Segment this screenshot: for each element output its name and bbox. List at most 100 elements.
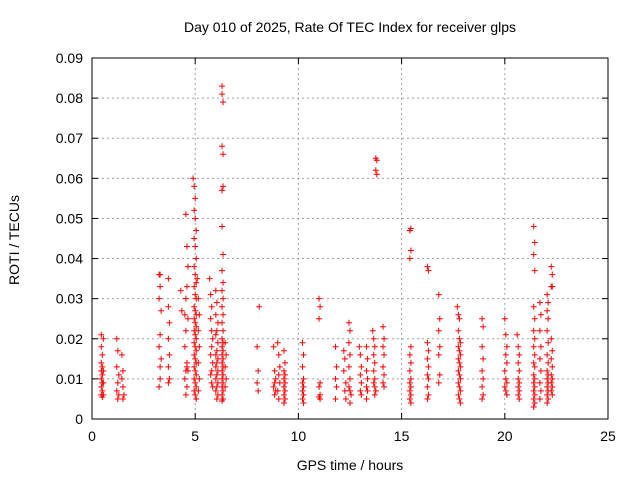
data-point xyxy=(220,151,227,158)
data-point xyxy=(100,335,107,342)
data-point xyxy=(192,307,199,314)
data-point xyxy=(118,375,125,382)
data-point xyxy=(99,387,106,394)
data-point xyxy=(300,375,307,382)
data-point xyxy=(424,355,431,362)
data-point xyxy=(220,295,227,302)
data-point xyxy=(181,375,188,382)
data-point xyxy=(380,343,387,350)
data-point xyxy=(254,343,261,350)
y-tick-label: 0.09 xyxy=(56,50,83,66)
data-point xyxy=(219,319,226,326)
data-point xyxy=(530,343,537,350)
data-point xyxy=(119,367,126,374)
data-point xyxy=(275,371,282,378)
data-point xyxy=(255,387,262,394)
data-point xyxy=(371,359,378,366)
data-point xyxy=(166,375,173,382)
data-point xyxy=(113,335,120,342)
data-point xyxy=(407,375,414,382)
data-point xyxy=(363,395,370,402)
data-point xyxy=(254,379,261,386)
data-point xyxy=(219,367,226,374)
data-point xyxy=(333,363,340,370)
data-point xyxy=(208,379,215,386)
data-point xyxy=(435,351,442,358)
data-point xyxy=(332,375,339,382)
data-point xyxy=(530,379,537,386)
data-point xyxy=(183,363,190,370)
data-point xyxy=(372,387,379,394)
data-point xyxy=(99,371,106,378)
y-tick-label: 0 xyxy=(75,411,83,427)
data-point xyxy=(340,367,347,374)
axis-ticks xyxy=(91,57,609,420)
data-point xyxy=(157,375,164,382)
data-point xyxy=(212,311,219,318)
data-point xyxy=(219,287,226,294)
data-point xyxy=(157,283,164,290)
data-point xyxy=(549,391,556,398)
data-point xyxy=(531,363,538,370)
data-point xyxy=(345,339,352,346)
data-point xyxy=(531,399,538,406)
data-point xyxy=(191,303,198,310)
data-point xyxy=(166,351,173,358)
data-point xyxy=(100,367,107,374)
data-point xyxy=(347,387,353,394)
data-point xyxy=(212,351,219,358)
data-point xyxy=(545,359,552,366)
data-point xyxy=(455,391,462,398)
data-point xyxy=(544,351,551,358)
data-point xyxy=(220,379,227,386)
data-point xyxy=(222,363,229,370)
data-point xyxy=(530,403,537,410)
data-point xyxy=(347,327,353,334)
data-point xyxy=(99,351,106,358)
data-point xyxy=(537,343,544,350)
data-point xyxy=(256,303,263,310)
data-point xyxy=(456,347,463,354)
data-point xyxy=(212,287,219,294)
data-point xyxy=(549,271,556,278)
data-point xyxy=(516,351,523,358)
data-point xyxy=(407,225,414,232)
data-point xyxy=(192,271,199,278)
data-point xyxy=(457,399,464,406)
data-point xyxy=(371,343,378,350)
data-point xyxy=(219,343,226,350)
data-point xyxy=(183,243,190,250)
data-point xyxy=(114,395,121,402)
data-point xyxy=(191,235,198,242)
data-point xyxy=(548,355,555,362)
data-point xyxy=(191,207,198,214)
data-point xyxy=(545,299,552,306)
data-point xyxy=(219,83,226,90)
x-axis-title: GPS time / hours xyxy=(297,457,404,473)
data-point xyxy=(192,215,199,222)
data-point xyxy=(549,347,556,354)
data-point xyxy=(371,383,378,390)
data-point xyxy=(333,383,340,390)
data-point xyxy=(182,391,189,398)
data-point xyxy=(369,327,376,334)
data-point xyxy=(222,339,229,346)
data-point xyxy=(381,351,388,358)
data-point xyxy=(184,367,191,374)
data-point xyxy=(183,283,190,290)
data-point xyxy=(536,379,543,386)
data-point xyxy=(454,303,461,310)
data-point xyxy=(536,355,543,362)
data-point xyxy=(435,291,442,298)
data-point xyxy=(158,355,165,362)
data-point xyxy=(502,375,509,382)
data-point xyxy=(193,395,200,402)
data-point xyxy=(530,371,537,378)
data-point xyxy=(192,355,199,362)
data-point xyxy=(456,335,463,342)
data-point xyxy=(530,359,537,366)
data-point xyxy=(207,371,214,378)
data-point xyxy=(531,391,538,398)
data-point xyxy=(407,399,414,406)
data-point xyxy=(516,395,523,402)
